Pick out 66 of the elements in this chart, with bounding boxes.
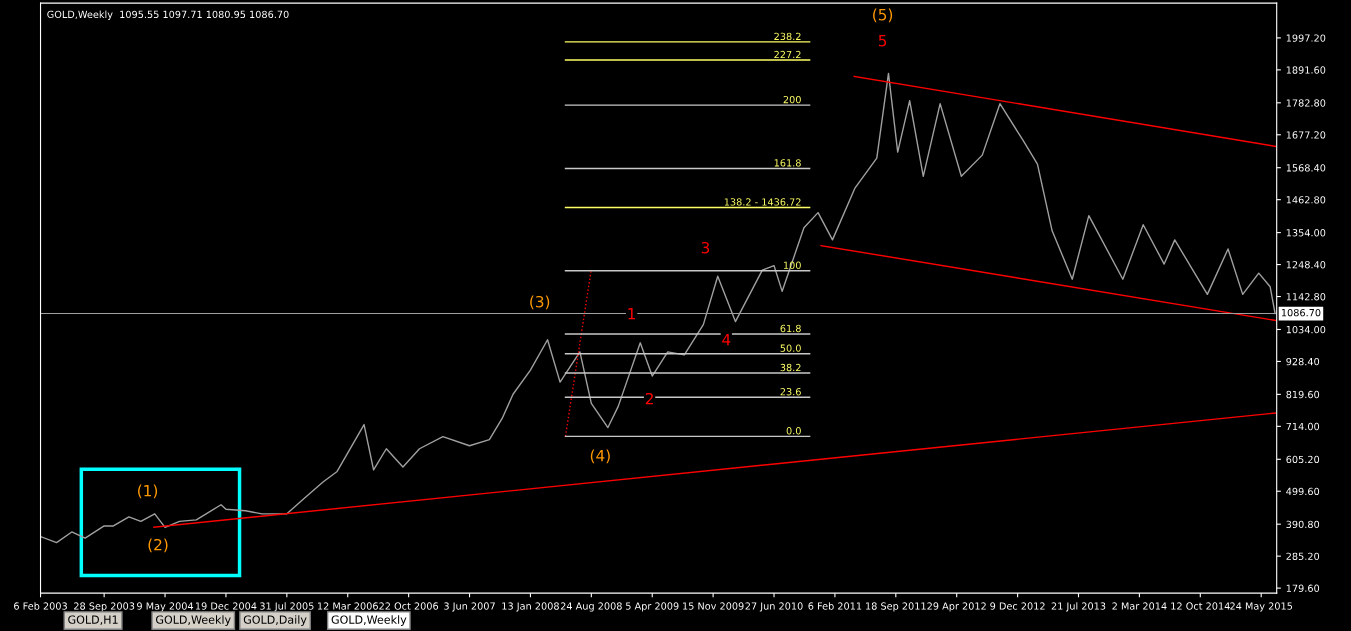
x-tick-label: 12 Oct 2014 [1171,602,1230,610]
y-tick-label: 1462.80 [1286,196,1326,204]
annotation: (1) [138,484,158,499]
y-tick-label: 928.40 [1286,357,1320,366]
x-tick-label: 9 Dec 2012 [990,602,1045,610]
series-label: 238.2 [774,32,801,41]
series-label: 100 [783,261,801,269]
series-label: 161.8 [774,159,801,167]
x-tick-label: 31 Jul 2005 [260,602,314,612]
x-tick-label: 5 Apr 2009 [626,602,679,612]
y-tick-label: 285.20 [1286,552,1320,560]
y-tick-label: 1354.00 [1286,229,1326,237]
y-tick-label: 1891.60 [1286,66,1326,74]
x-tick-label: 15 Nov 2009 [683,602,744,610]
y-tick-label: 1677.20 [1286,131,1326,139]
y-tick-label: 179.60 [1286,584,1320,592]
annotation: (4) [590,449,610,464]
text: GOLD,H1 [68,615,118,625]
text: GOLD,Weekly 1095.55 1097.71 1080.95 1086.70 [47,10,289,20]
annotation: 3 [701,241,710,254]
y-tick-label: 390.80 [1286,520,1320,529]
y-tick-label: 714.00 [1286,422,1320,431]
x-tick-label: 3 Jun 2007 [444,602,495,612]
series-label: 227.2 [774,50,801,59]
x-tick-label: 19 Dec 2004 [195,602,257,610]
series-label: 138.2 - 1436.72 [724,198,801,206]
series-label: 61.8 [780,324,801,333]
annotation: 2 [645,392,653,405]
y-tick-label: 1997.20 [1286,34,1326,42]
y-tick-label: 819.60 [1286,390,1320,399]
annotation: 1 [628,308,636,320]
y-tick-label: 1568.40 [1286,164,1326,172]
y-tick-label: 605.20 [1286,455,1320,464]
annotation: (3) [530,295,550,310]
y-tick-label: 1142.80 [1286,293,1326,301]
y-tick-label: 1782.80 [1286,99,1326,107]
x-tick-label: 18 Sep 2011 [866,602,926,612]
x-tick-label: 24 May 2015 [1230,602,1293,612]
x-tick-label: 12 Mar 2006 [317,602,378,610]
series-label: 23.6 [780,388,801,396]
annotation: (5) [873,8,893,23]
x-tick-label: 28 Sep 2003 [74,602,135,612]
y-tick-label: 1034.00 [1286,325,1326,334]
ref-line-label: 1086.70 [1281,308,1321,317]
annotation: 5 [878,35,887,47]
x-tick-label: 27 Jun 2010 [745,602,803,612]
text: GOLD,Daily [243,615,307,626]
text: GOLD,Weekly [155,615,231,626]
x-tick-label: 29 Apr 2012 [927,602,986,612]
x-tick-label: 6 Feb 2011 [808,602,862,610]
x-tick-label: 2 Mar 2014 [1112,602,1167,610]
x-tick-label: 6 Feb 2003 [14,602,67,610]
annotation: (2) [148,538,168,553]
series-label: 38.2 [780,363,801,372]
annotation: 4 [722,334,731,346]
x-tick-label: 13 Jan 2008 [502,602,559,612]
series-label: 50.0 [780,344,801,352]
text: GOLD,Weekly [331,615,407,626]
y-tick-label: 499.60 [1286,487,1320,496]
x-tick-label: 24 Aug 2008 [560,602,622,612]
y-tick-label: 1248.40 [1286,261,1326,269]
x-tick-label: 9 May 2004 [137,602,194,612]
x-tick-label: 21 Jul 2013 [1051,602,1106,612]
series-label: 0.0 [786,427,801,435]
series-label: 200 [783,95,801,104]
x-tick-label: 22 Oct 2006 [379,602,439,610]
